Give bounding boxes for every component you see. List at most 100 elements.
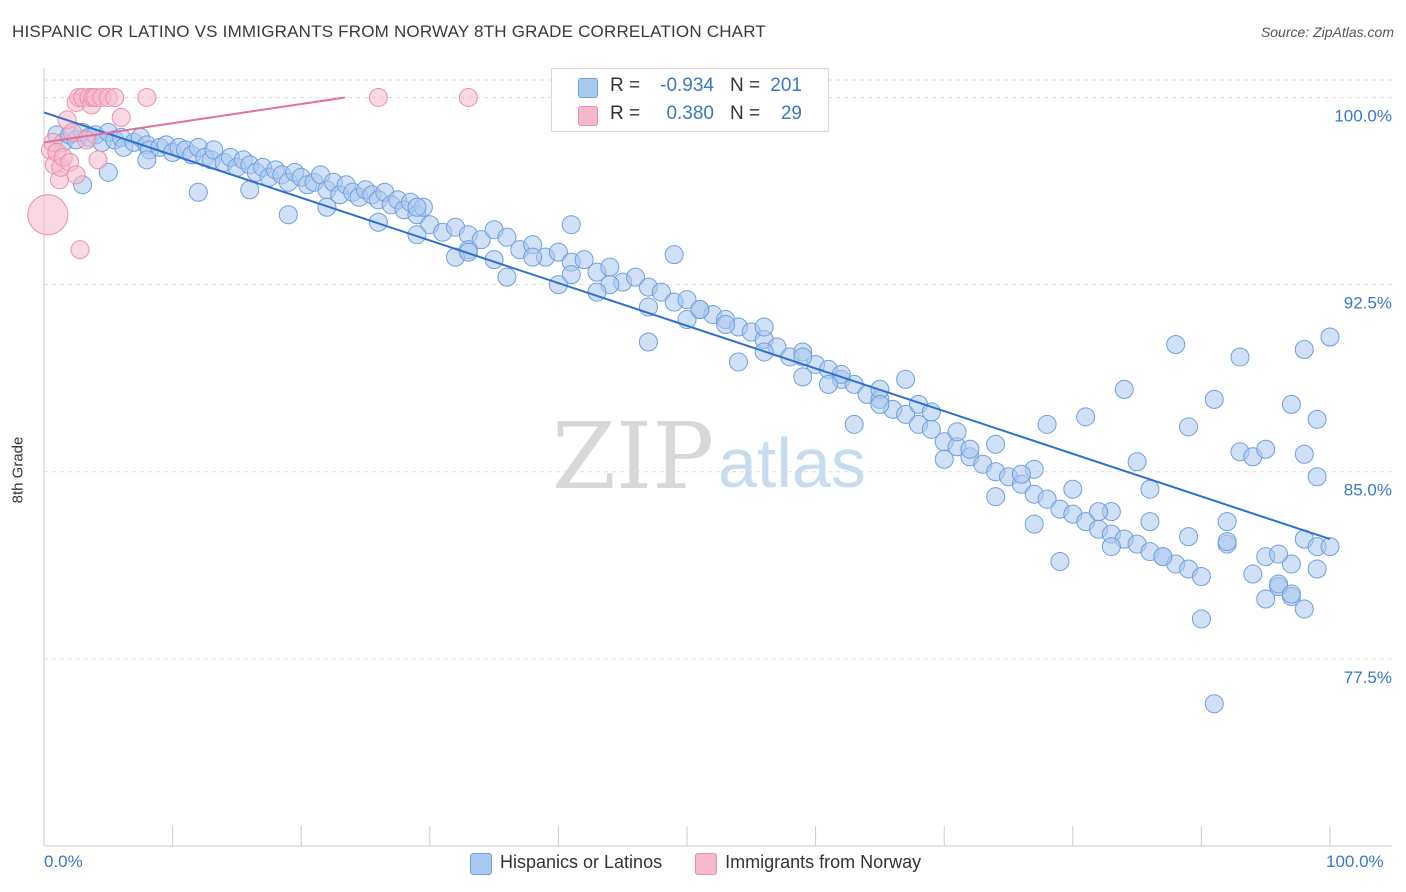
hispanic-point: [934, 449, 954, 469]
hispanic-point: [561, 265, 581, 285]
blue-swatch: [578, 78, 598, 98]
hispanic-point: [626, 267, 646, 287]
hispanic-point: [574, 250, 594, 270]
hispanic-point: [278, 205, 298, 225]
hispanic-point: [896, 404, 916, 424]
hispanic-point: [523, 247, 543, 267]
hispanic-point: [651, 282, 671, 302]
hispanic-point: [818, 374, 838, 394]
hispanic-point: [1101, 537, 1121, 557]
norway-point: [27, 194, 69, 236]
hispanic-point: [1307, 467, 1327, 487]
norway-point: [137, 87, 157, 107]
norway-point: [111, 107, 131, 127]
hispanic-point: [1256, 589, 1276, 609]
hispanic-point: [1127, 452, 1147, 472]
hispanic-point: [368, 212, 388, 232]
hispanic-point: [1024, 514, 1044, 534]
hispanic-point: [1269, 544, 1289, 564]
legend-item-norway: Immigrants from Norway: [695, 852, 922, 875]
y-tick-label: 92.5%: [1344, 294, 1392, 313]
norway-trend-line: [43, 96, 346, 144]
hispanic-point: [1179, 417, 1199, 437]
hispanic-point: [407, 225, 427, 245]
hispanic-trend-line: [43, 111, 1331, 541]
hispanic-point: [1011, 464, 1031, 484]
hispanic-point: [986, 487, 1006, 507]
hispanic-point: [870, 394, 890, 414]
hispanic-point: [1204, 694, 1224, 714]
hispanic-point: [728, 352, 748, 372]
hispanic-point: [1153, 547, 1173, 567]
hispanic-point: [664, 245, 684, 265]
hispanic-point: [677, 290, 697, 310]
hispanic-point: [1294, 599, 1314, 619]
hispanic-point: [754, 317, 774, 337]
hispanic-point: [1320, 537, 1340, 557]
hispanic-point: [1217, 532, 1237, 552]
x-tick-right: 100.0%: [1326, 852, 1384, 871]
n-label: N =: [730, 75, 761, 96]
hispanic-point: [1307, 559, 1327, 579]
norway-point: [105, 87, 125, 107]
hispanic-point: [497, 227, 517, 247]
hispanic-point: [690, 300, 710, 320]
hispanic-point: [1256, 439, 1276, 459]
norway-point: [66, 165, 86, 185]
x-tick-left: 0.0%: [44, 852, 83, 871]
hispanic-point: [1166, 334, 1186, 354]
hispanic-point: [600, 257, 620, 277]
hispanic-point: [1140, 512, 1160, 532]
legend-label: Immigrants from Norway: [725, 852, 922, 872]
data-points: [27, 87, 1340, 714]
hispanic-point: [1191, 567, 1211, 587]
hispanic-point: [98, 162, 118, 182]
hispanic-point: [1140, 479, 1160, 499]
pink-swatch: [578, 106, 598, 126]
legend: Hispanics or Latinos Immigrants from Nor…: [470, 852, 949, 875]
r-value: -0.934: [660, 75, 714, 96]
hispanic-point: [204, 140, 224, 160]
hispanic-point: [1230, 347, 1250, 367]
hispanic-point: [986, 434, 1006, 454]
y-tick-label: 85.0%: [1344, 481, 1392, 500]
trend-lines: [43, 96, 1331, 541]
hispanic-point: [1269, 574, 1289, 594]
hispanic-point: [1063, 479, 1083, 499]
hispanic-point: [1320, 327, 1340, 347]
hispanic-point: [1281, 394, 1301, 414]
hispanic-point: [1243, 564, 1263, 584]
hispanic-point: [407, 197, 427, 217]
hispanic-point: [548, 242, 568, 262]
hispanic-point: [1294, 444, 1314, 464]
r-value: 0.380: [666, 103, 714, 124]
norway-point: [76, 130, 96, 150]
hispanic-point: [471, 230, 491, 250]
norway-point: [88, 150, 108, 170]
hispanic-point: [1050, 552, 1070, 572]
hispanic-point: [793, 367, 813, 387]
hispanic-point: [1114, 379, 1134, 399]
y-tick-labels: 100.0% 92.5% 85.0% 77.5%: [1334, 106, 1392, 686]
hispanic-point: [188, 182, 208, 202]
legend-item-hispanic: Hispanics or Latinos: [470, 852, 662, 875]
stats-box: R = -0.934 N = 201 R = 0.380 N = 29: [551, 68, 829, 132]
watermark-zip: ZIP: [552, 403, 714, 510]
y-tick-label: 77.5%: [1344, 668, 1392, 687]
hispanic-point: [844, 414, 864, 434]
hispanic-point: [960, 439, 980, 459]
hispanic-point: [793, 347, 813, 367]
y-tick-label: 100.0%: [1334, 106, 1392, 125]
hispanic-point: [1076, 407, 1096, 427]
hispanic-point: [1204, 389, 1224, 409]
norway-point: [70, 240, 90, 260]
hispanic-point: [137, 150, 157, 170]
stats-row-hispanic: R = -0.934 N = 201: [552, 73, 828, 101]
hispanic-point: [1089, 502, 1109, 522]
source-label: Source: ZipAtlas.com: [1260, 24, 1394, 40]
hispanic-point: [1281, 584, 1301, 604]
hispanic-point: [1217, 512, 1237, 532]
hispanic-point: [497, 267, 517, 287]
hispanic-point: [1037, 414, 1057, 434]
norway-point: [458, 87, 478, 107]
